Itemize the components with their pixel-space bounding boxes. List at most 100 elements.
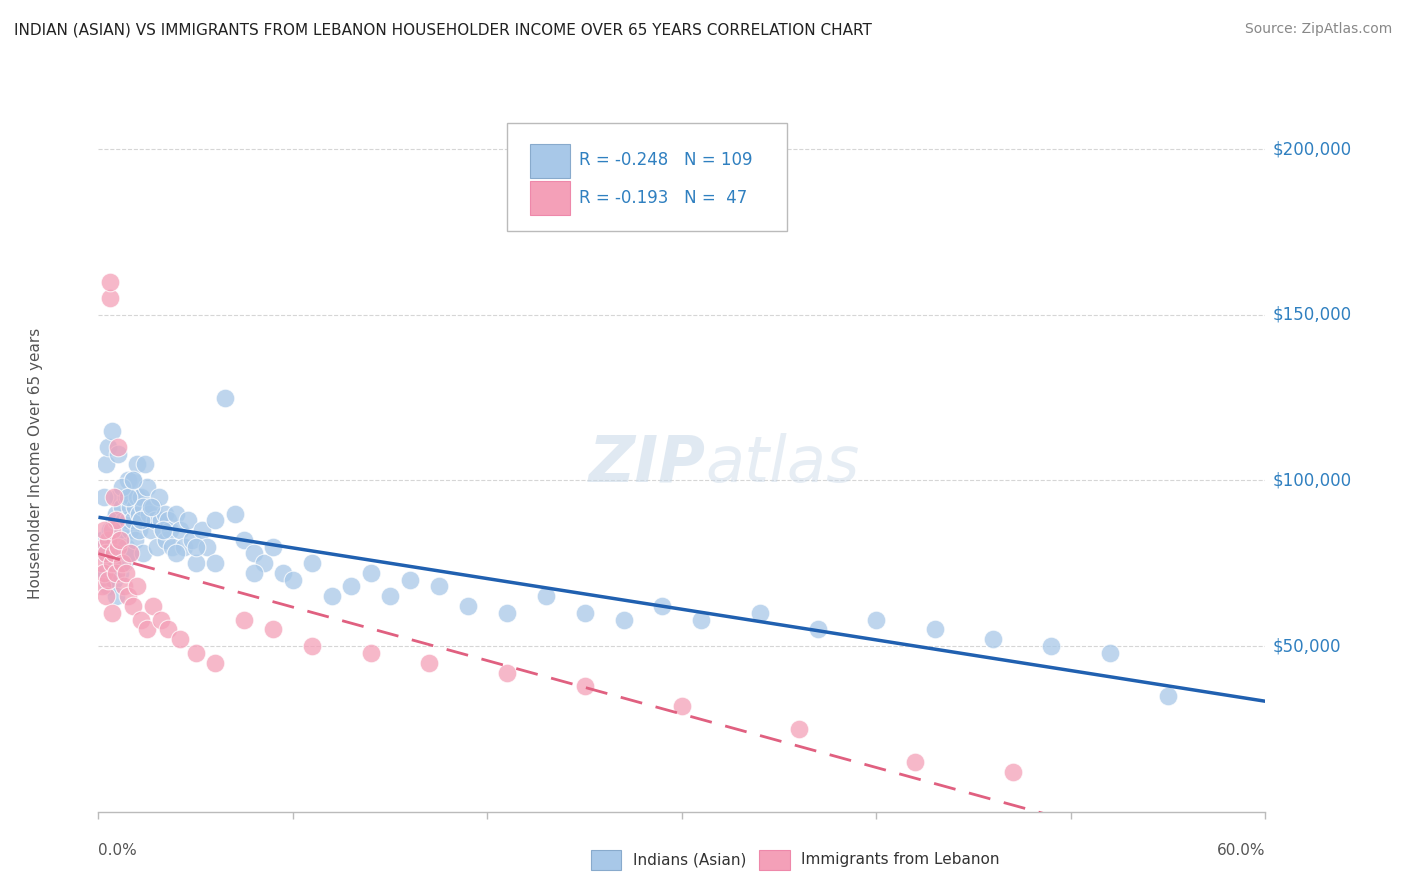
- Point: [111, 500, 134, 514]
- Point: [129, 613, 152, 627]
- Point: [139, 500, 162, 514]
- Point: [97, 573, 120, 587]
- Point: [169, 523, 191, 537]
- Point: [93, 546, 115, 560]
- Point: [271, 566, 294, 581]
- Point: [91, 579, 114, 593]
- Point: [146, 540, 169, 554]
- Text: INDIAN (ASIAN) VS IMMIGRANTS FROM LEBANON HOUSEHOLDER INCOME OVER 65 YEARS CORRE: INDIAN (ASIAN) VS IMMIGRANTS FROM LEBANO…: [14, 22, 872, 37]
- Point: [112, 579, 135, 593]
- Point: [118, 500, 141, 514]
- Point: [104, 590, 127, 604]
- Point: [118, 523, 141, 537]
- Point: [104, 566, 127, 581]
- Point: [117, 490, 139, 504]
- Point: [534, 590, 557, 604]
- Point: [122, 474, 145, 488]
- Point: [112, 556, 135, 570]
- Point: [177, 513, 200, 527]
- Point: [155, 533, 177, 547]
- Point: [169, 632, 191, 647]
- Point: [184, 646, 207, 660]
- Text: $150,000: $150,000: [1272, 306, 1351, 324]
- Point: [129, 513, 152, 527]
- Point: [157, 623, 180, 637]
- Point: [184, 556, 207, 570]
- Point: [180, 533, 202, 547]
- Point: [138, 507, 160, 521]
- Point: [165, 507, 187, 521]
- Point: [108, 546, 131, 560]
- Point: [671, 698, 693, 713]
- Point: [195, 540, 218, 554]
- Point: [96, 457, 118, 471]
- Point: [1098, 646, 1121, 660]
- Point: [117, 513, 139, 527]
- Point: [651, 599, 673, 614]
- Point: [1157, 689, 1180, 703]
- Text: R = -0.248   N = 109: R = -0.248 N = 109: [579, 151, 752, 169]
- Point: [214, 391, 236, 405]
- Point: [108, 566, 131, 581]
- Point: [495, 606, 517, 620]
- Point: [103, 546, 125, 560]
- Point: [101, 556, 124, 570]
- Point: [132, 546, 155, 560]
- Point: [101, 523, 124, 537]
- Point: [149, 613, 172, 627]
- Point: [865, 613, 887, 627]
- Point: [153, 507, 176, 521]
- Text: $100,000: $100,000: [1272, 471, 1351, 490]
- Point: [127, 490, 149, 504]
- Point: [301, 639, 323, 653]
- Point: [121, 490, 143, 504]
- Point: [112, 513, 135, 527]
- Point: [127, 457, 149, 471]
- Point: [136, 480, 159, 494]
- Point: [165, 546, 187, 560]
- Point: [127, 579, 149, 593]
- Point: [398, 573, 420, 587]
- Point: [787, 722, 810, 736]
- Point: [114, 540, 136, 554]
- Point: [142, 599, 165, 614]
- Point: [184, 540, 207, 554]
- Point: [93, 490, 115, 504]
- Point: [93, 566, 115, 581]
- Point: [104, 507, 127, 521]
- Point: [97, 440, 120, 454]
- Text: $50,000: $50,000: [1272, 637, 1341, 655]
- Text: 60.0%: 60.0%: [1218, 843, 1265, 858]
- Point: [121, 546, 143, 560]
- Point: [139, 523, 162, 537]
- Text: R = -0.193   N =  47: R = -0.193 N = 47: [579, 189, 748, 207]
- Point: [96, 566, 118, 581]
- Point: [111, 523, 134, 537]
- Point: [1040, 639, 1063, 653]
- Point: [148, 490, 170, 504]
- Point: [128, 523, 150, 537]
- Point: [173, 540, 195, 554]
- Point: [457, 599, 479, 614]
- Point: [690, 613, 713, 627]
- FancyBboxPatch shape: [506, 123, 787, 231]
- Point: [134, 457, 156, 471]
- Point: [122, 599, 145, 614]
- Point: [233, 533, 256, 547]
- Point: [340, 579, 363, 593]
- Point: [243, 546, 266, 560]
- Point: [98, 291, 121, 305]
- Point: [162, 540, 184, 554]
- Point: [103, 573, 125, 587]
- Point: [122, 474, 145, 488]
- FancyBboxPatch shape: [530, 144, 569, 178]
- Point: [107, 533, 129, 547]
- Point: [136, 623, 159, 637]
- Text: $200,000: $200,000: [1272, 140, 1351, 158]
- Point: [427, 579, 450, 593]
- Point: [360, 566, 382, 581]
- Point: [104, 513, 127, 527]
- Point: [98, 556, 121, 570]
- Point: [159, 523, 181, 537]
- Point: [190, 523, 212, 537]
